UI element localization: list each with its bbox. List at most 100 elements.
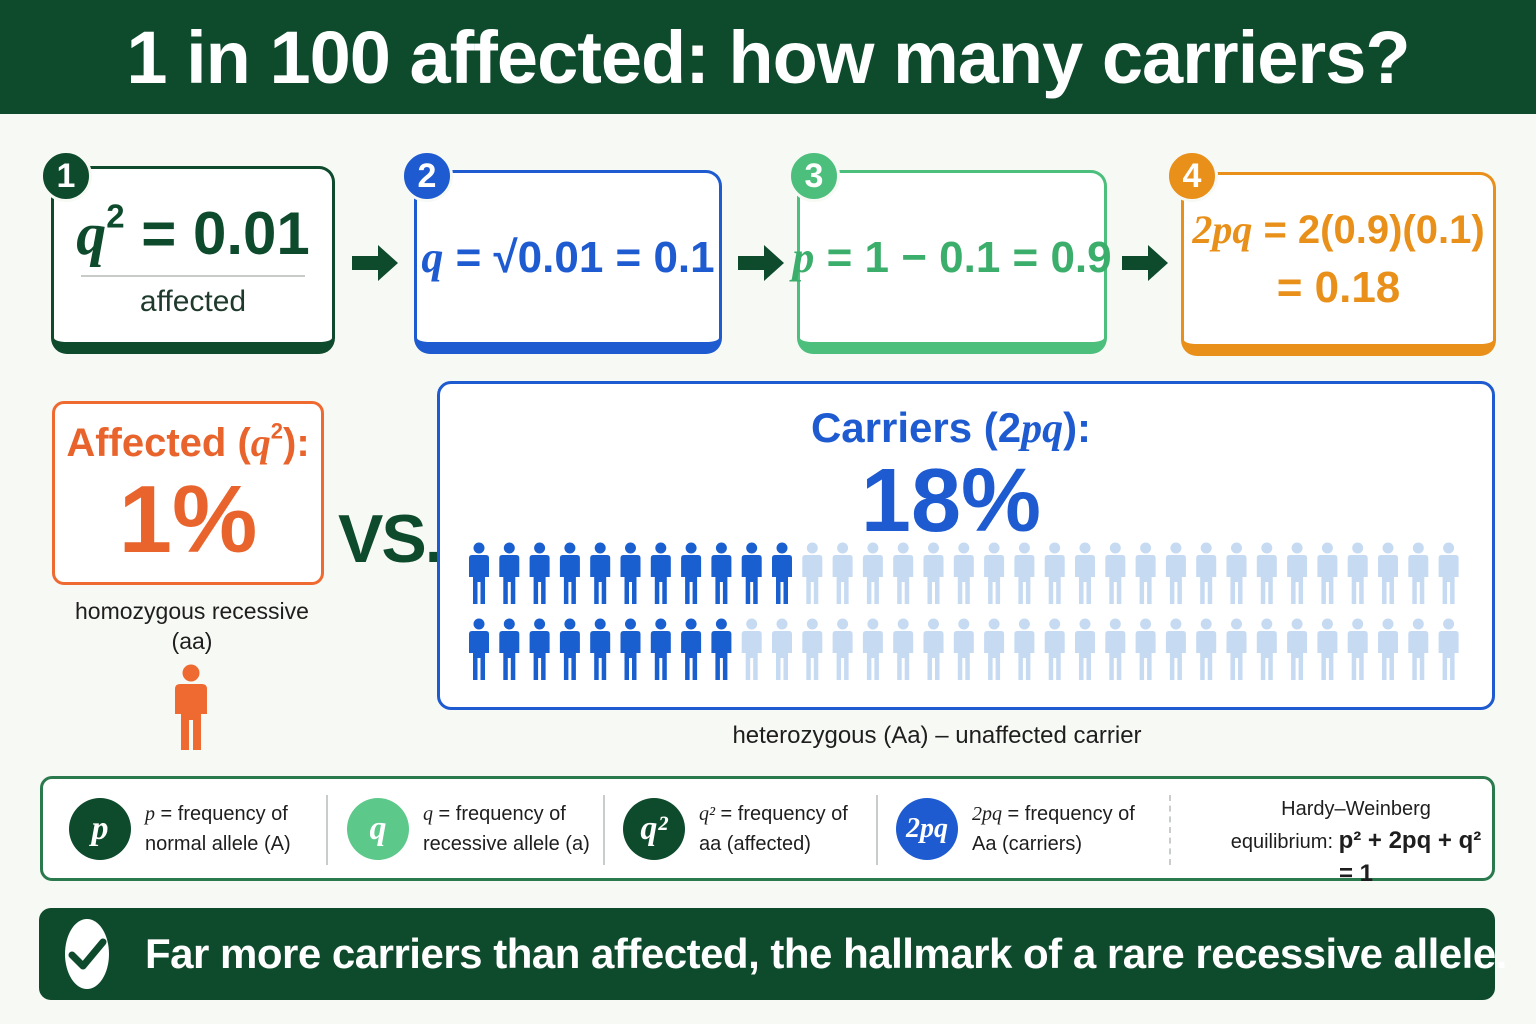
step-1-card: q2 = 0.01 affected [51,166,335,354]
noncarrier-person-icon [1226,542,1247,604]
noncarrier-person-icon [1287,542,1308,604]
noncarrier-person-icon [1347,618,1368,680]
step-3-badge: 3 [788,150,840,202]
affected-label-post: ): [283,420,310,465]
noncarrier-person-icon [1044,542,1065,604]
noncarrier-person-icon [1165,618,1186,680]
affected-caption-line2: (aa) [171,628,213,654]
hardy-weinberg-equation: p² + 2pq + q² = 1 [1338,827,1482,887]
noncarrier-person-icon [1105,618,1126,680]
step-4-result: = 0.18 [1276,263,1401,312]
legend-var-p: p [145,802,155,825]
legend-var-q: q [423,802,433,825]
noncarrier-person-icon [1165,542,1186,604]
noncarrier-person-icon [1256,542,1277,604]
people-grid [469,542,1459,680]
noncarrier-person-icon [893,542,914,604]
carrier-person-icon [620,618,641,680]
legend-divider [1169,795,1171,865]
legend-var-q2: q² [699,802,715,825]
carrier-person-icon [469,618,489,680]
step-3-rest: = 1 − 0.1 = 0.9 [814,233,1112,282]
carriers-label-var: pq [1021,406,1064,452]
step-4-badge: 4 [1166,150,1218,202]
noncarrier-person-icon [1044,618,1065,680]
carrier-person-icon [681,542,702,604]
noncarrier-person-icon [1287,618,1308,680]
legend-item-2pq: 2pq 2pq = frequency of Aa (carriers) [896,779,1135,878]
legend-text-2pq: 2pq = frequency of Aa (carriers) [972,799,1135,859]
step-2-var: q [421,233,444,282]
noncarrier-person-icon [802,618,823,680]
legend-line1-p: = frequency of [155,802,288,825]
noncarrier-person-icon [1438,542,1459,604]
step-1-var: q [76,200,107,267]
hardy-weinberg-title: Hardy–Weinberg [1281,798,1431,820]
legend-symbol-p: p [69,797,131,860]
vs-label: VS. [338,501,444,577]
carrier-person-icon [711,542,732,604]
carriers-value: 18% [860,451,1042,551]
legend-line2-2pq: Aa (carriers) [972,832,1083,855]
step-3-card: p = 1 − 0.1 = 0.9 [792,170,1112,354]
carrier-person-icon [559,618,580,680]
carrier-person-icon [772,542,792,604]
legend-line2-p: normal allele (A) [145,832,291,855]
noncarrier-person-icon [984,542,1005,604]
step-1-caption: affected [139,284,247,318]
carrier-person-icon [590,618,611,680]
arrow-right-icon [352,245,398,281]
affected-value: 1% [118,465,258,573]
legend-text-q: q = frequency of recessive allele (a) [423,799,590,859]
noncarrier-person-icon [1317,618,1338,680]
carriers-label-post: ): [1063,404,1092,451]
person-icon [175,664,207,750]
step-4-formula: 2pq = 2(0.9)(0.1) [1192,206,1484,253]
noncarrier-person-icon [1408,542,1429,604]
hardy-weinberg-note: Hardy–Weinberg equilibrium: p² + 2pq + q… [1221,793,1491,891]
affected-label-var: q [250,419,271,465]
step-4-var: 2pq [1192,207,1253,252]
legend-text-q2: q² = frequency of aa (affected) [699,799,848,859]
step-2-rest: = √0.01 = 0.1 [443,233,715,282]
legend-line2-q: recessive allele (a) [423,832,590,855]
noncarrier-person-icon [862,618,883,680]
noncarrier-person-icon [1438,618,1459,680]
noncarrier-person-icon [893,618,914,680]
noncarrier-person-icon [1347,542,1368,604]
noncarrier-person-icon [1196,542,1217,604]
legend-line1-q2: = frequency of [715,802,848,825]
affected-card: Affected (q2): 1% [52,401,324,585]
carrier-person-icon [559,542,580,604]
noncarrier-person-icon [1378,542,1398,604]
carriers-label: Carriers (2pq): [440,404,1462,453]
noncarrier-person-icon [923,542,944,604]
noncarrier-person-icon [1317,542,1338,604]
carrier-person-icon [650,542,671,604]
noncarrier-person-icon [923,618,944,680]
legend-symbol-q: q [347,797,409,860]
legend-divider [876,795,878,865]
legend-symbol-2pq: 2pq [896,797,958,860]
affected-label: Affected (q2): [66,419,309,466]
carrier-person-icon [499,542,520,604]
noncarrier-person-icon [862,542,883,604]
arrow-right-icon [1122,245,1168,281]
hardy-weinberg-prefix: equilibrium: [1230,831,1339,853]
noncarrier-person-icon [832,618,853,680]
noncarrier-person-icon [984,618,1005,680]
noncarrier-person-icon [1378,618,1398,680]
carriers-caption: heterozygous (Aa) – unaffected carrier [732,722,1142,749]
checkmark-icon [65,919,109,989]
noncarrier-person-icon [832,542,853,604]
carrier-person-icon [590,542,611,604]
noncarrier-person-icon [772,618,792,680]
carrier-person-icon [711,618,732,680]
noncarrier-person-icon [1135,542,1156,604]
carrier-person-icon [620,542,641,604]
step-1-sup: 2 [106,197,125,235]
noncarrier-person-icon [802,542,823,604]
step-1-divider [81,274,305,277]
noncarrier-person-icon [1075,618,1095,680]
legend-line1-2pq: = frequency of [1002,802,1135,825]
